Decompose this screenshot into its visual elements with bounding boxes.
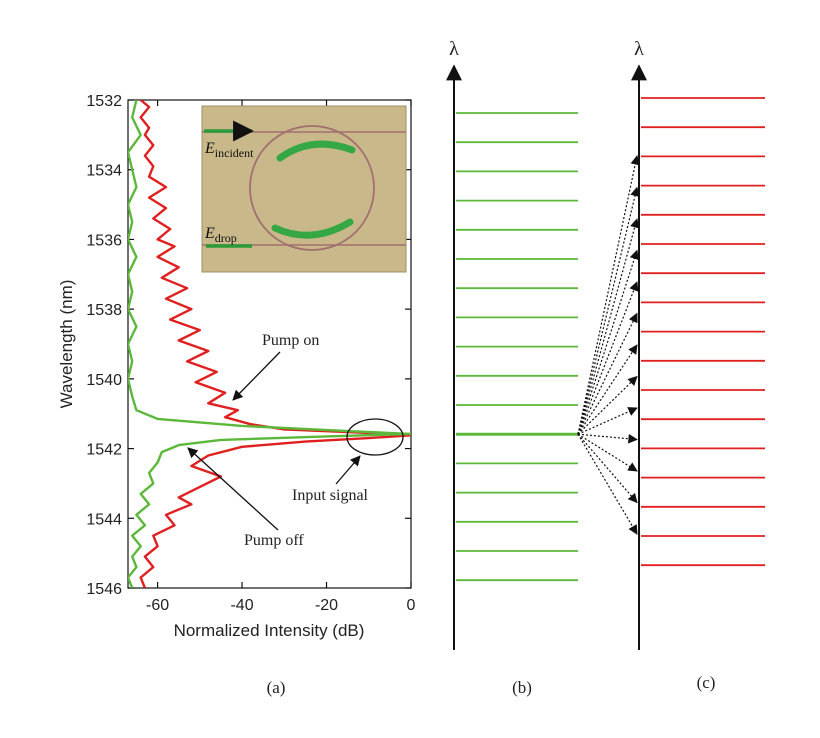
- panel-label-b: (b): [512, 678, 532, 697]
- conversion-arrow: [577, 312, 638, 435]
- comb-lines-b: [456, 112, 578, 582]
- annotation-pump-on-arrow: [232, 351, 281, 401]
- annotation-pump-off: Pump off: [244, 532, 304, 549]
- axis-ticks: 1532 1534 1536 1538 1540 1542 1544 1546 -60 -40 -2…: [86, 93, 415, 614]
- input-signal-marker: [346, 418, 404, 456]
- y-tick-label: 1534: [86, 163, 122, 180]
- conversion-arrow: [577, 186, 640, 435]
- conversion-arrow: [577, 407, 638, 435]
- ring-resonator-inset: Eincident Edrop: [201, 105, 407, 273]
- ring-circulation-arrow-bottom: [271, 218, 354, 239]
- panel-a: 1532 1534 1536 1538 1540 1542 1544 1546 -60 -40 -2…: [57, 93, 416, 697]
- inset-label-incident: Eincident: [204, 140, 254, 160]
- annotation-pump-on: Pump on: [262, 332, 319, 349]
- x-tick-label: -20: [315, 597, 338, 614]
- panel-b: λ (b): [446, 38, 578, 697]
- y-axis-label: Wavelength (nm): [57, 280, 76, 409]
- x-tick-label: 0: [407, 597, 416, 614]
- panel-label-c: (c): [697, 673, 716, 692]
- conversion-arrow: [577, 249, 639, 435]
- x-tick-label: -40: [230, 597, 253, 614]
- lambda-label-b: λ: [449, 38, 459, 60]
- conversion-arrow: [577, 218, 640, 435]
- y-tick-label: 1538: [86, 302, 122, 319]
- conversion-arrow: [577, 155, 640, 435]
- annotation-input-signal: Input signal: [292, 487, 369, 504]
- conversion-arrow: [577, 375, 638, 435]
- conversion-arrow: [577, 433, 638, 535]
- y-tick-label: 1544: [86, 511, 122, 528]
- conversion-arrow: [577, 281, 639, 435]
- series-line-pump-on: [139, 100, 411, 588]
- y-tick-label: 1546: [86, 581, 122, 598]
- conversion-arrow: [577, 433, 638, 444]
- conversion-arrow: [577, 344, 638, 435]
- x-tick-label: -60: [146, 597, 169, 614]
- comb-lines-c: [641, 97, 765, 567]
- ring-circulation-arrow-top: [276, 140, 356, 162]
- conversion-arrow: [577, 433, 638, 472]
- y-tick-label: 1536: [86, 232, 122, 249]
- annotation-pump-off-arrow: [187, 447, 279, 531]
- y-tick-label: 1542: [86, 442, 122, 459]
- y-tick-label: 1540: [86, 372, 122, 389]
- lambda-label-c: λ: [634, 38, 644, 60]
- series-line-pump-off: [128, 100, 411, 588]
- series-group: [128, 100, 411, 588]
- annotation-input-signal-arrow: [335, 455, 361, 485]
- conversion-arrows: [577, 155, 640, 535]
- x-axis-label: Normalized Intensity (dB): [174, 621, 365, 640]
- conversion-arrow: [577, 433, 638, 504]
- panel-c: λ (c): [577, 38, 765, 692]
- panel-label-a: (a): [267, 678, 286, 697]
- y-tick-label: 1532: [86, 93, 122, 110]
- inset-label-drop: Edrop: [204, 225, 237, 245]
- ring-resonator: [249, 125, 375, 251]
